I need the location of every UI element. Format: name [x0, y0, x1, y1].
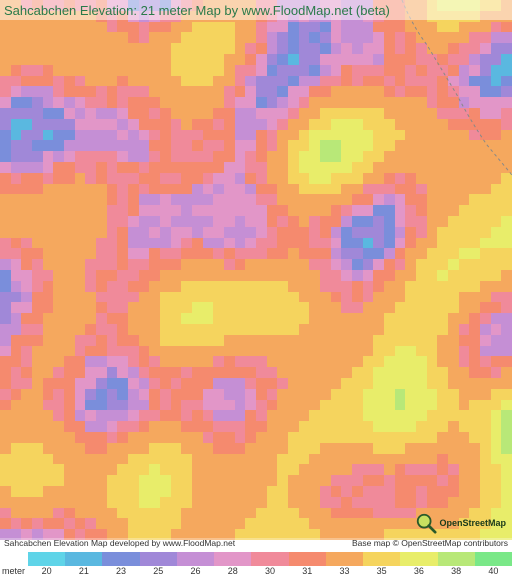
footer-bar: Sahcabchen Elevation Map developed by ww…	[0, 538, 512, 552]
legend-segment	[214, 552, 251, 566]
map-grid	[0, 0, 512, 540]
osm-badge: OpenStreetMap	[415, 512, 506, 534]
legend-unit: meter	[2, 566, 25, 576]
footer-right: Base map © OpenStreetMap contributors	[352, 538, 508, 552]
legend-segment	[28, 552, 65, 566]
legend-colorbar	[0, 552, 512, 566]
elevation-map	[0, 0, 512, 540]
legend-segment	[475, 552, 512, 566]
legend-value: 36	[414, 566, 424, 576]
legend-segment	[289, 552, 326, 566]
legend-value: 26	[191, 566, 201, 576]
footer-left: Sahcabchen Elevation Map developed by ww…	[4, 538, 235, 552]
legend-segment	[326, 552, 363, 566]
osm-label: OpenStreetMap	[439, 518, 506, 528]
legend-segment	[400, 552, 437, 566]
magnifier-icon	[415, 512, 437, 534]
legend-segment	[140, 552, 177, 566]
legend: meter 20 21 23 25 26 28 30 31 33 35 36 38 40	[0, 552, 512, 582]
header-bar: Sahcabchen Elevation: 21 meter Map by ww…	[0, 0, 512, 20]
legend-value: 33	[339, 566, 349, 576]
legend-value: 21	[79, 566, 89, 576]
legend-labels: meter 20 21 23 25 26 28 30 31 33 35 36 38 40	[0, 566, 512, 582]
legend-value: 28	[228, 566, 238, 576]
legend-segment	[65, 552, 102, 566]
legend-value: 30	[265, 566, 275, 576]
legend-value: 40	[488, 566, 498, 576]
legend-segment	[177, 552, 214, 566]
legend-segment	[102, 552, 139, 566]
page-title: Sahcabchen Elevation: 21 meter Map by ww…	[4, 3, 390, 18]
legend-value: 35	[377, 566, 387, 576]
legend-value: 20	[42, 566, 52, 576]
legend-segment	[251, 552, 288, 566]
legend-value: 25	[153, 566, 163, 576]
legend-segment	[363, 552, 400, 566]
legend-value: 23	[116, 566, 126, 576]
legend-value: 31	[302, 566, 312, 576]
legend-segment	[438, 552, 475, 566]
legend-value: 38	[451, 566, 461, 576]
